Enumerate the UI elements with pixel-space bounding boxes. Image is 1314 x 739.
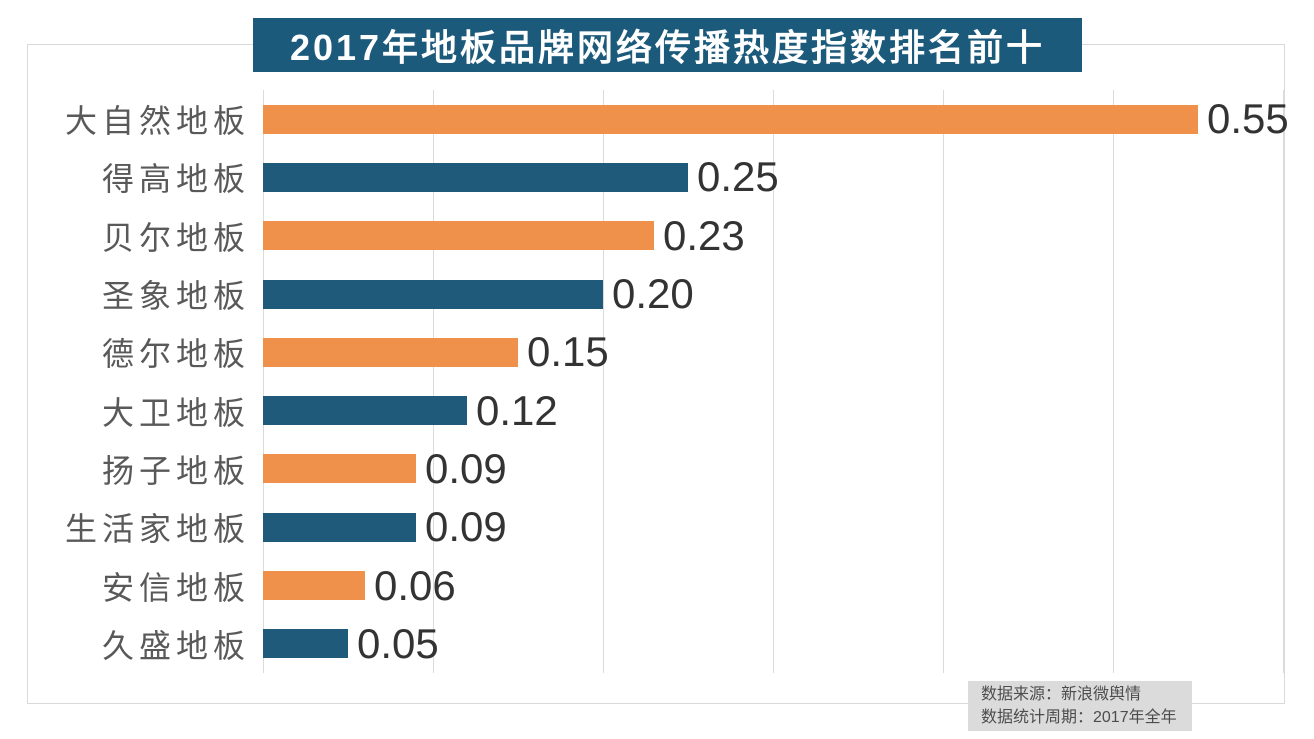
bar bbox=[263, 571, 365, 601]
data-source-line: 数据来源：新浪微舆情 bbox=[981, 686, 1142, 703]
category-label: 安信地板 bbox=[101, 569, 250, 606]
bar-value-label: 0.06 bbox=[374, 561, 456, 609]
x-gridline bbox=[603, 90, 604, 673]
bar bbox=[263, 221, 654, 251]
bar-value-label: 0.15 bbox=[527, 328, 609, 376]
x-gridline bbox=[433, 90, 434, 673]
bar-row: 0.23 bbox=[263, 207, 1283, 265]
data-period-line: 数据统计周期：2017年全年 bbox=[981, 709, 1177, 726]
category-axis: 大自然地板得高地板贝尔地板圣象地板德尔地板大卫地板扬子地板生活家地板安信地板久盛… bbox=[0, 90, 250, 673]
category-label: 得高地板 bbox=[101, 161, 250, 198]
chart-title: 2017年地板品牌网络传播热度指数排名前十 bbox=[253, 18, 1082, 72]
bar-row: 0.06 bbox=[263, 556, 1283, 614]
x-gridline bbox=[1283, 90, 1284, 673]
bar-value-label: 0.12 bbox=[476, 386, 558, 434]
x-gridline bbox=[1113, 90, 1114, 673]
bar-row: 0.05 bbox=[263, 615, 1283, 673]
category-label: 圣象地板 bbox=[101, 278, 250, 315]
category-label: 久盛地板 bbox=[101, 627, 250, 664]
bar-value-label: 0.09 bbox=[425, 444, 507, 492]
bar bbox=[263, 629, 348, 659]
bar-row: 0.20 bbox=[263, 265, 1283, 323]
bar-value-label: 0.09 bbox=[425, 503, 507, 551]
bar-row: 0.15 bbox=[263, 323, 1283, 381]
bar-row: 0.12 bbox=[263, 381, 1283, 439]
bar-value-label: 0.05 bbox=[357, 619, 439, 667]
category-label: 贝尔地板 bbox=[101, 219, 250, 256]
category-label: 生活家地板 bbox=[64, 511, 250, 548]
category-label: 德尔地板 bbox=[101, 336, 250, 373]
category-label: 大自然地板 bbox=[64, 103, 250, 140]
bar-row: 0.09 bbox=[263, 498, 1283, 556]
category-label: 大卫地板 bbox=[101, 394, 250, 431]
bar bbox=[263, 279, 603, 309]
bar-value-label: 0.25 bbox=[697, 153, 779, 201]
bar bbox=[263, 396, 467, 426]
category-label: 扬子地板 bbox=[101, 452, 250, 489]
bar bbox=[263, 104, 1198, 134]
bar-value-label: 0.23 bbox=[663, 211, 745, 259]
bar-row: 0.25 bbox=[263, 148, 1283, 206]
bar-row: 0.09 bbox=[263, 440, 1283, 498]
bar-row: 0.55 bbox=[263, 90, 1289, 148]
bar bbox=[263, 454, 416, 484]
bar-value-label: 0.20 bbox=[612, 270, 694, 318]
bar bbox=[263, 162, 688, 192]
x-gridline bbox=[943, 90, 944, 673]
data-source-note: 数据来源：新浪微舆情 数据统计周期：2017年全年 bbox=[968, 681, 1192, 731]
x-gridline bbox=[263, 90, 264, 673]
bar-value-label: 0.55 bbox=[1207, 95, 1289, 143]
x-gridline bbox=[773, 90, 774, 673]
plot-area: 0.55 0.25 0.23 0.20 0.15 0.12 0.09 0.09 0.06 0.05 bbox=[263, 90, 1289, 673]
bar bbox=[263, 512, 416, 542]
bar bbox=[263, 337, 518, 367]
